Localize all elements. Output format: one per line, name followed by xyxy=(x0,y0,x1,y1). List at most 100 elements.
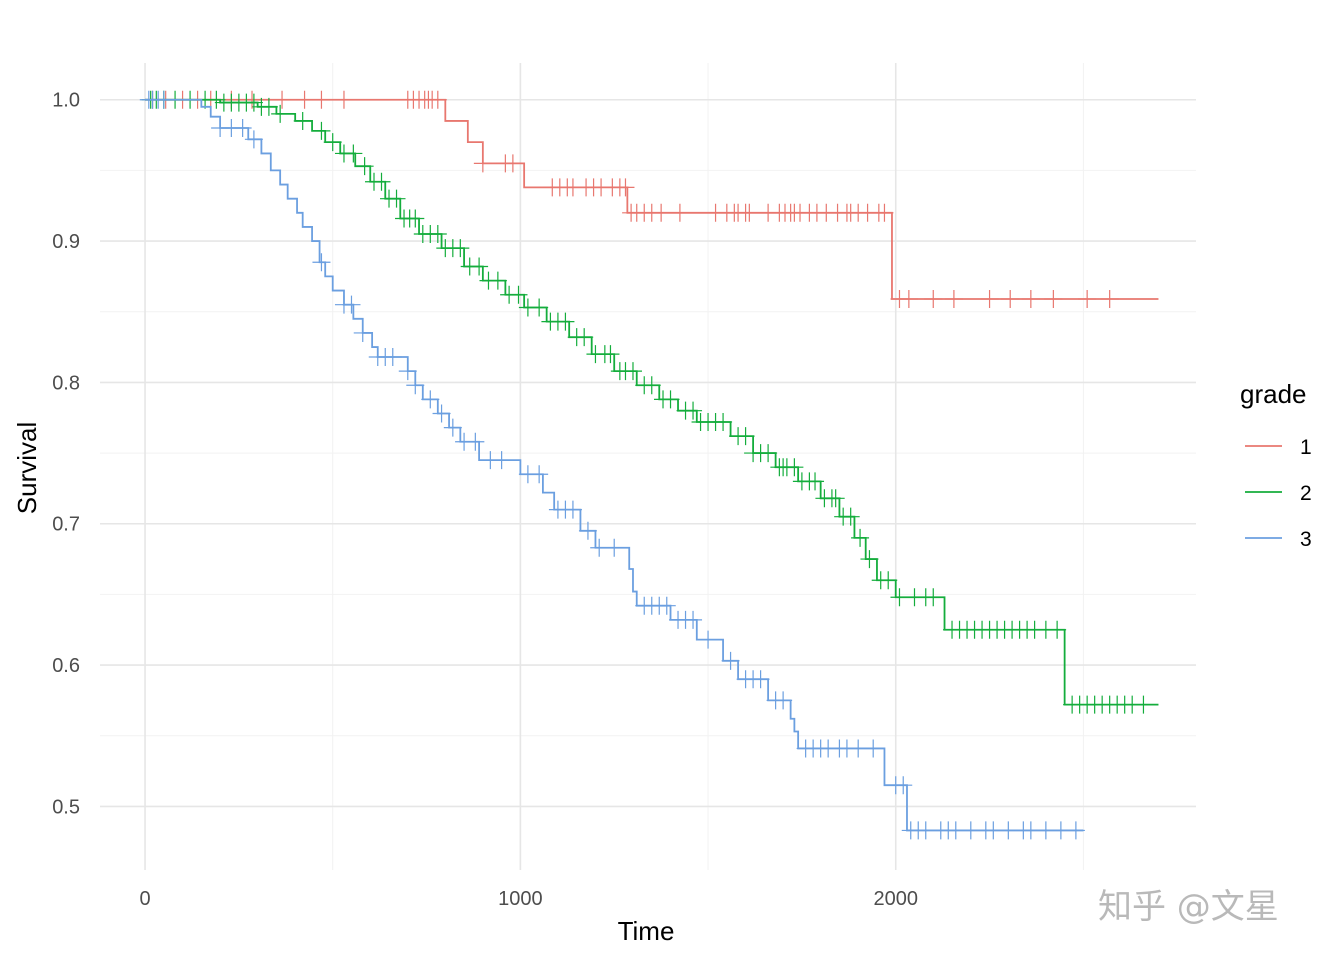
censor-mark xyxy=(530,298,549,317)
censor-mark xyxy=(334,90,353,109)
censor-mark xyxy=(1100,290,1119,309)
censor-mark xyxy=(312,253,331,272)
y-axis-title: Survival xyxy=(12,422,42,514)
censor-mark xyxy=(353,323,372,342)
censor-mark xyxy=(657,596,676,615)
censor-mark xyxy=(759,444,778,463)
censor-mark xyxy=(875,203,894,222)
censor-mark xyxy=(623,362,642,381)
censor-mark xyxy=(860,550,879,569)
x-tick-label: 2000 xyxy=(873,888,918,910)
series-layer xyxy=(139,90,1159,840)
censor-mark xyxy=(244,130,263,149)
censor-mark xyxy=(774,691,793,710)
censor-mark xyxy=(601,345,620,364)
censor-mark xyxy=(312,121,331,140)
censor-mark xyxy=(1021,290,1040,309)
censor-mark xyxy=(661,390,680,409)
censor-mark xyxy=(736,427,755,446)
censor-mark xyxy=(293,111,312,130)
legend: grade 1 2 3 xyxy=(1240,379,1312,551)
y-tick-label: 0.7 xyxy=(52,514,80,536)
censor-mark xyxy=(344,144,363,163)
censor-mark xyxy=(154,90,173,109)
censor-mark xyxy=(864,739,883,758)
censor-mark xyxy=(509,285,528,304)
series-2 xyxy=(141,90,1159,714)
grid-minor xyxy=(100,63,1196,870)
censor-mark xyxy=(488,271,507,290)
censor-mark xyxy=(924,588,943,607)
legend-label-3: 3 xyxy=(1300,528,1312,551)
censor-mark xyxy=(451,239,470,258)
censor-mark xyxy=(1051,821,1070,840)
grid-major xyxy=(100,63,1196,870)
legend-item-2: 2 xyxy=(1245,482,1312,505)
censor-mark xyxy=(1044,290,1063,309)
censor-mark xyxy=(492,451,511,470)
censor-mark xyxy=(432,404,451,423)
y-tick-label: 0.5 xyxy=(52,796,80,818)
watermark-text: 知乎 @文星 xyxy=(1098,887,1279,927)
y-tick-label: 1.0 xyxy=(52,90,80,112)
censor-mark xyxy=(372,172,391,191)
y-tick-labels: 0.5 0.6 0.7 0.8 0.9 1.0 xyxy=(52,90,80,819)
censor-mark xyxy=(575,328,594,347)
censor-mark xyxy=(899,290,918,309)
censor-mark xyxy=(642,376,661,395)
censor-mark xyxy=(879,571,898,590)
censor-mark xyxy=(616,178,635,197)
x-tick-labels: 0 1000 2000 xyxy=(139,888,917,910)
censor-mark xyxy=(578,521,597,540)
censor-mark xyxy=(684,401,703,420)
censor-mark xyxy=(605,538,624,557)
series-3 xyxy=(139,90,1085,840)
x-tick-label: 0 xyxy=(139,888,150,910)
censor-mark xyxy=(670,203,689,222)
censor-mark xyxy=(323,133,342,152)
censor-mark xyxy=(1021,821,1040,840)
censor-mark xyxy=(312,90,331,109)
legend-label-1: 1 xyxy=(1300,436,1312,459)
censor-mark xyxy=(944,290,963,309)
censor-mark xyxy=(233,119,252,138)
censor-mark xyxy=(980,290,999,309)
censor-mark xyxy=(652,203,671,222)
censor-mark xyxy=(751,670,770,689)
censor-mark xyxy=(890,588,909,607)
censor-mark xyxy=(1048,620,1067,639)
censor-mark xyxy=(684,610,703,629)
legend-items: 1 2 3 xyxy=(1245,436,1312,551)
censor-mark xyxy=(473,154,492,173)
censor-mark xyxy=(806,472,825,491)
censor-mark xyxy=(383,347,402,366)
censor-mark xyxy=(556,312,575,331)
censor-mark xyxy=(1078,290,1097,309)
censor-mark xyxy=(714,412,733,431)
censor-mark xyxy=(1001,290,1020,309)
censor-mark xyxy=(894,776,913,795)
x-tick-label: 1000 xyxy=(498,888,543,910)
censor-mark xyxy=(428,225,447,244)
censor-mark xyxy=(244,93,263,112)
censor-mark xyxy=(443,418,462,437)
censor-mark xyxy=(207,90,226,109)
censor-mark xyxy=(387,189,406,208)
legend-title: grade xyxy=(1240,379,1307,409)
legend-label-2: 2 xyxy=(1300,482,1312,505)
x-axis-title: Time xyxy=(618,916,675,946)
censor-mark xyxy=(466,432,485,451)
y-tick-label: 0.6 xyxy=(52,655,80,677)
censor-mark xyxy=(1066,821,1085,840)
censor-mark xyxy=(916,821,935,840)
censor-mark xyxy=(1134,695,1153,714)
legend-item-1: 1 xyxy=(1245,436,1312,459)
censor-mark xyxy=(273,90,292,109)
censor-mark xyxy=(421,390,440,409)
censor-mark xyxy=(785,458,804,477)
y-tick-label: 0.9 xyxy=(52,231,80,253)
survival-curve-3 xyxy=(145,98,1084,832)
censor-mark xyxy=(355,157,374,176)
censor-mark xyxy=(590,538,609,557)
